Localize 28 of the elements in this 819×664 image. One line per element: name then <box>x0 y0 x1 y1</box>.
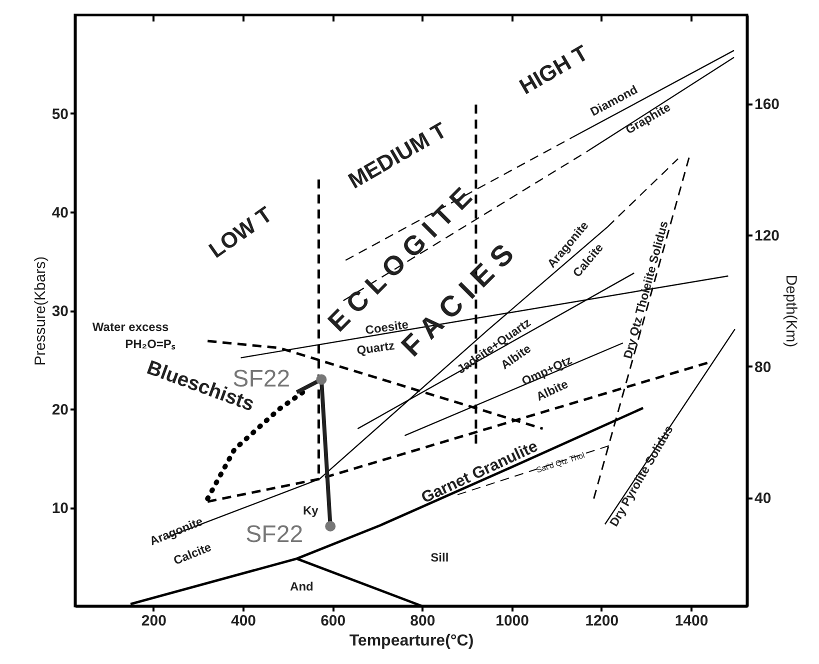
annotation: Sill <box>430 550 449 565</box>
x-tick-label: 1200 <box>585 612 619 630</box>
x-tick-label: 600 <box>320 612 346 630</box>
y-tick-label: 40 <box>52 204 68 222</box>
annotation: Sat'd Qtz Thol <box>535 450 586 475</box>
x-tick-label: 400 <box>230 612 256 630</box>
annotation: Ky <box>302 503 319 518</box>
annotation: Water excess <box>92 320 170 334</box>
y-axis-title: Pressure(Kbars) <box>32 256 49 366</box>
y2-axis-title: Depth(Km) <box>782 274 800 348</box>
x-tick-label: 1000 <box>496 612 529 630</box>
x-tick-label: 200 <box>141 612 166 630</box>
annotation: Calcite <box>172 540 214 568</box>
y2-tick-label: 80 <box>754 358 772 376</box>
y-tick-label: 10 <box>52 500 68 517</box>
annotation: And <box>290 579 314 594</box>
y-tick-label: 30 <box>52 303 68 320</box>
y2-tick-label: 120 <box>754 227 780 244</box>
x-tick-label: 1400 <box>674 612 708 630</box>
x-tick-label: 800 <box>410 612 436 630</box>
y-tick-label: 20 <box>52 402 68 418</box>
annotation: SF22 <box>246 521 304 548</box>
y2-tick-label: 160 <box>754 96 780 114</box>
y-tick-label: 50 <box>52 106 68 123</box>
annotation: Quartz <box>356 338 396 358</box>
annotation: PH₂O=Pₛ <box>125 336 176 351</box>
y2-tick-label: 40 <box>754 490 772 508</box>
x-axis-title: Tempearture(°C) <box>349 632 474 650</box>
